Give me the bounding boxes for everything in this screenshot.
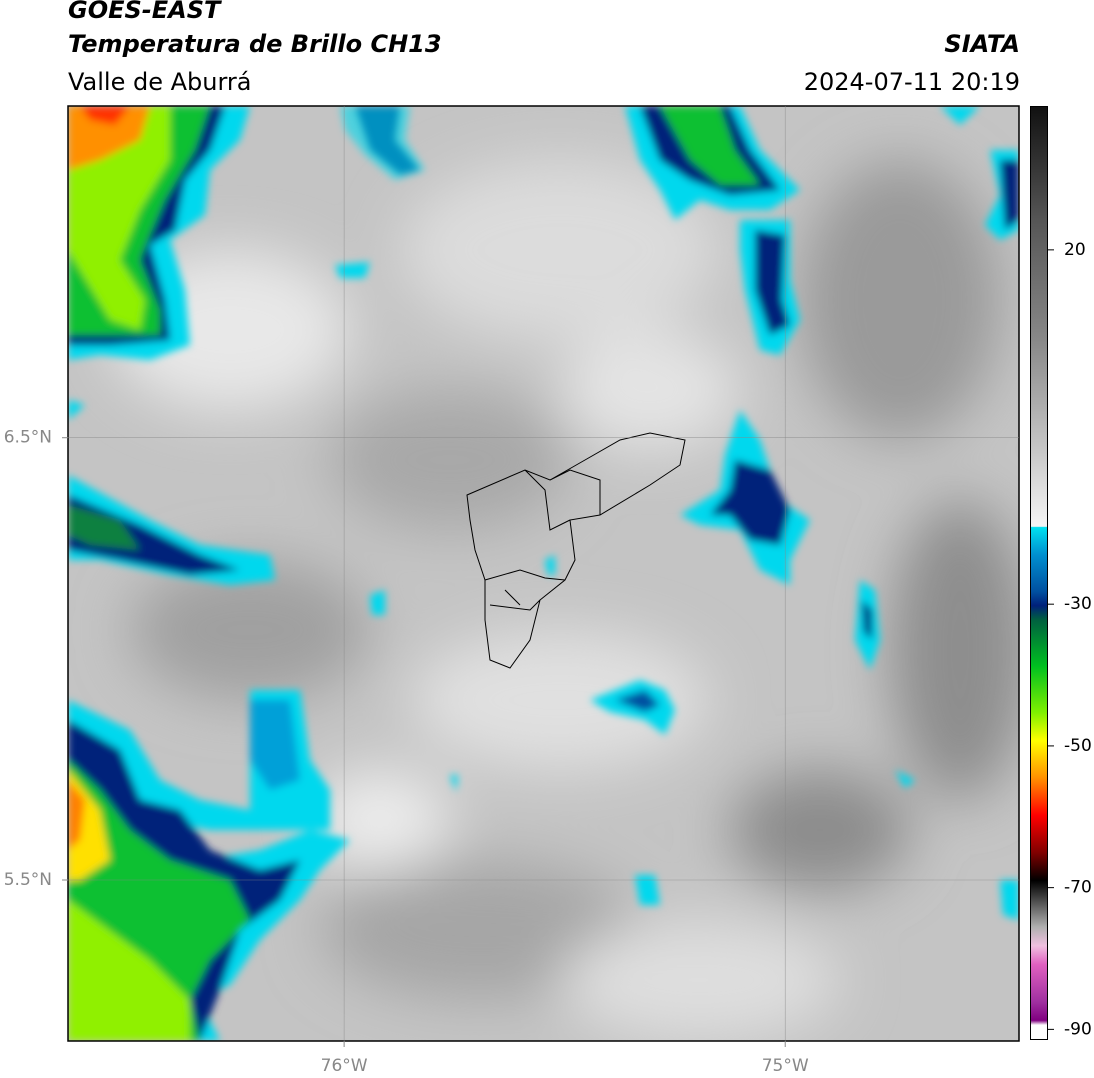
colorbar (1030, 106, 1048, 1040)
product: Temperatura de Brillo CH13 (68, 30, 442, 58)
colorbar-tick-label: 20 (1064, 240, 1086, 260)
colorbar-tick-label: -70 (1064, 878, 1092, 898)
y-tick-label: 5.5°N (4, 870, 52, 890)
region: Valle de Aburrá (68, 68, 252, 96)
x-tick-label: 75°W (762, 1056, 809, 1076)
colorbar-tick-label: -50 (1064, 736, 1092, 756)
source: SIATA (944, 30, 1020, 58)
y-tick-label: 6.5°N (4, 428, 52, 448)
map (68, 106, 1019, 1041)
map-frame (67, 105, 1020, 1042)
satellite: GOES-EAST (68, 0, 221, 24)
datetime: 2024-07-11 20:19 (803, 68, 1020, 96)
colorbar-tick-label: -90 (1064, 1019, 1092, 1039)
x-tick-label: 76°W (321, 1056, 368, 1076)
colorbar-tick-label: -30 (1064, 594, 1092, 614)
